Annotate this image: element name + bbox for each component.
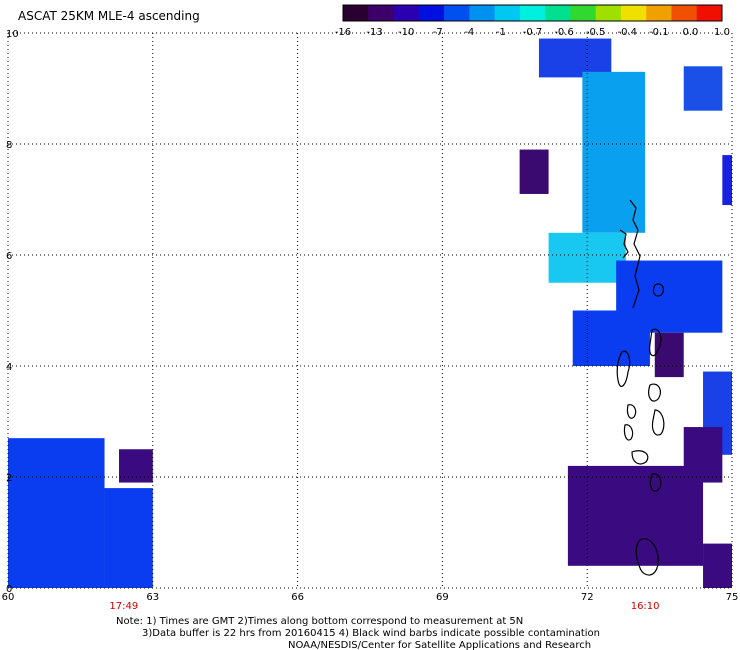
island-outline	[631, 450, 649, 465]
x-tick-label: 60	[2, 592, 15, 603]
wind-cells	[8, 38, 732, 588]
wind-cell-south-dark	[703, 543, 732, 588]
y-tick-label: 6	[6, 251, 12, 262]
colorbar-swatch	[519, 5, 546, 21]
colorbar-swatch	[671, 5, 698, 21]
y-tick-label: 0	[6, 584, 12, 595]
colorbar-swatch	[696, 5, 723, 21]
x-tick-label: 66	[291, 592, 304, 603]
island-outline	[626, 404, 637, 419]
y-tick-label: 4	[6, 362, 12, 373]
x-tick-label: 72	[581, 592, 594, 603]
wind-cell-purple-spot	[654, 332, 684, 378]
y-tick-label: 10	[6, 29, 19, 40]
wind-cell-west-swath	[104, 488, 153, 588]
colorbar-swatch	[545, 5, 571, 21]
colorbar-tick-label: -13	[366, 27, 382, 38]
note-line-2: 3)Data buffer is 22 hrs from 20160415 4)…	[142, 628, 600, 639]
colorbar-tick-label: -0.1	[649, 27, 669, 38]
wind-cell-blue-mid	[572, 310, 650, 366]
wind-cell-purple-spot	[519, 149, 549, 194]
wind-cell-west-swath	[8, 438, 105, 588]
colorbar-tick-label: 1.0	[714, 27, 730, 38]
wind-cell-south-dark	[567, 465, 704, 566]
x-tick-labels: 60 63 66 69 72 75	[2, 592, 739, 603]
colorbar-swatch	[646, 5, 672, 21]
wind-cell-east-patch	[683, 66, 723, 111]
colorbar-swatch	[368, 5, 395, 21]
y-tick-label: 8	[6, 140, 12, 151]
island-outline	[648, 383, 662, 402]
y-tick-labels: 0 2 4 6 8 10	[6, 29, 19, 595]
colorbar-swatch	[620, 5, 647, 21]
island-outline	[652, 283, 665, 297]
time-label: 16:10	[631, 601, 660, 612]
time-labels: 17:49 16:10	[109, 601, 659, 612]
island-outline	[619, 229, 629, 259]
colorbar-swatch	[393, 5, 420, 21]
time-label: 17:49	[109, 601, 138, 612]
colorbar-swatch	[570, 5, 597, 21]
island-outline	[649, 328, 662, 357]
colorbar-frame	[342, 4, 723, 22]
island-outline	[651, 409, 665, 436]
wind-cell-west-dark	[119, 449, 153, 483]
colorbar-tick-label: -0.4	[617, 27, 637, 38]
colorbar	[342, 4, 723, 22]
grid-lines	[7, 32, 733, 589]
island-outline	[635, 538, 659, 576]
y-tick-label: 2	[6, 473, 12, 484]
coastline-outlines	[616, 199, 665, 576]
colorbar-swatch	[418, 5, 445, 21]
colorbar-swatch	[343, 5, 369, 21]
x-tick-label: 69	[436, 592, 449, 603]
wind-cell-east-edge	[722, 155, 732, 206]
colorbar-swatch	[469, 5, 496, 21]
colorbar-tick-label: -7	[433, 27, 443, 38]
note-line-1: Note: 1) Times are GMT 2)Times along bot…	[116, 616, 523, 627]
x-tick-label: 75	[726, 592, 739, 603]
colorbar-tick-label: -16	[335, 27, 351, 38]
island-outline	[649, 473, 662, 492]
colorbar-tick-label: 0.0	[682, 27, 698, 38]
island-outline	[629, 199, 641, 309]
colorbar-swatch	[494, 5, 521, 21]
colorbar-tick-label: -4	[464, 27, 474, 38]
map-title: ASCAT 25KM MLE-4 ascending	[18, 9, 200, 23]
island-outline	[623, 424, 634, 441]
island-outline	[616, 350, 631, 388]
colorbar-swatch	[444, 5, 470, 21]
wind-cell-north-blue	[538, 38, 612, 78]
x-tick-label: 63	[146, 592, 159, 603]
colorbar-tick-label: -10	[398, 27, 414, 38]
colorbar-tick-label: -0.5	[586, 27, 606, 38]
colorbar-swatch	[595, 5, 622, 21]
note-line-3: NOAA/NESDIS/Center for Satellite Applica…	[288, 640, 591, 650]
